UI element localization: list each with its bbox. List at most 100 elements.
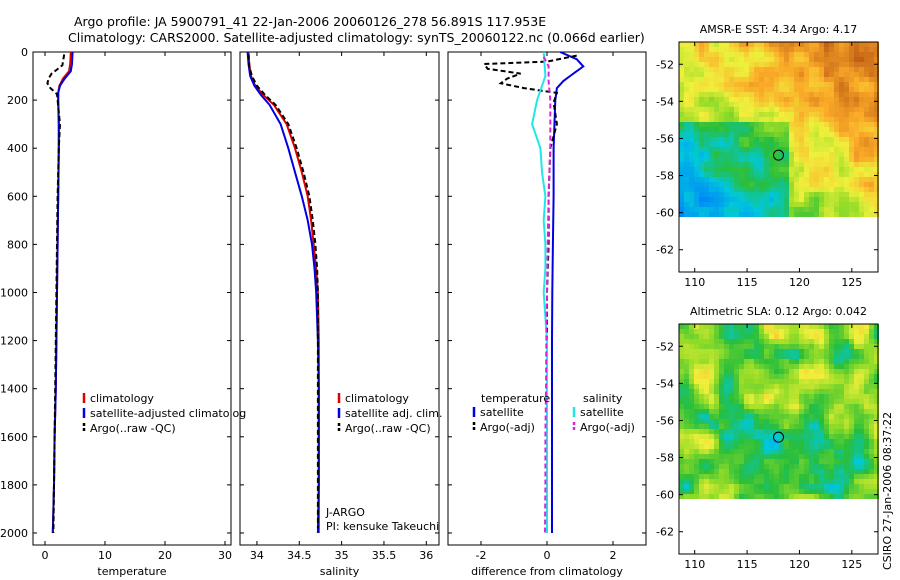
sst_map-cell: [719, 112, 724, 117]
sst_map-cell: [724, 112, 729, 117]
sst_map-cell: [854, 112, 859, 117]
sla_map-cell: [759, 394, 764, 399]
sla_map-cell: [844, 394, 849, 399]
sla_map-cell: [784, 324, 789, 329]
sla_map-cell: [784, 429, 789, 434]
sla_map-cell: [809, 389, 814, 394]
sst_map-cell: [829, 127, 834, 132]
sla_map-cell: [704, 419, 709, 424]
sla_map-cell: [819, 494, 824, 499]
sla_map-cell: [789, 419, 794, 424]
sst_map-cell: [784, 137, 789, 142]
sst_map-cell: [849, 207, 854, 212]
sla_map-cell: [704, 349, 709, 354]
sla_map-cell: [874, 489, 879, 494]
sst_map-cell: [824, 182, 829, 187]
sst_map-cell: [774, 212, 779, 217]
sla_map-cell: [744, 444, 749, 449]
sla_map-cell: [729, 434, 734, 439]
sla_map-cell: [749, 389, 754, 394]
sst_map-cell: [799, 87, 804, 92]
sst_map-cell: [829, 47, 834, 52]
sla_map-cell: [839, 429, 844, 434]
sla_map-cell: [819, 379, 824, 384]
sla_map-cell: [764, 409, 769, 414]
sst_map-cell: [874, 137, 879, 142]
sst_map-cell: [749, 52, 754, 57]
sla_map-cell: [714, 379, 719, 384]
sst_map-cell: [729, 112, 734, 117]
sst_map-cell: [859, 202, 864, 207]
sla_map-cell: [744, 344, 749, 349]
sst_map-cell: [774, 177, 779, 182]
sla_map-cell: [714, 334, 719, 339]
sla_map-cell: [794, 399, 799, 404]
sla_map-cell: [744, 454, 749, 459]
sla_map-cell: [814, 349, 819, 354]
sst_map-cell: [864, 172, 869, 177]
sst_map-cell: [684, 202, 689, 207]
sst_map-cell: [814, 197, 819, 202]
sst_map-cell: [709, 72, 714, 77]
sst_map-cell: [709, 42, 714, 47]
sla_map-cell: [749, 439, 754, 444]
sst_map-cell: [729, 157, 734, 162]
sla_map-cell: [754, 394, 759, 399]
sst_map-cell: [854, 197, 859, 202]
sla_map-cell: [839, 359, 844, 364]
sla_map-cell: [719, 494, 724, 499]
sst_map-cell: [844, 132, 849, 137]
sst_map-cell: [704, 52, 709, 57]
sla_map-cell: [734, 364, 739, 369]
sst_map-cell: [839, 197, 844, 202]
temperature-ytick-label: 400: [7, 142, 28, 155]
sla_map-cell: [814, 449, 819, 454]
sla_map-cell: [739, 439, 744, 444]
sla_map-cell: [779, 474, 784, 479]
sst_map-cell: [749, 82, 754, 87]
sst_map-cell: [824, 137, 829, 142]
sla_map-cell: [769, 439, 774, 444]
sla_map-cell: [764, 479, 769, 484]
sst_map-cell: [764, 182, 769, 187]
sst_map-cell: [709, 122, 714, 127]
sla_map-cell: [869, 334, 874, 339]
sla_map-cell: [854, 449, 859, 454]
sla_map-cell: [799, 474, 804, 479]
sla_map-cell: [754, 364, 759, 369]
sla_map-cell: [864, 484, 869, 489]
sst_map-cell: [764, 137, 769, 142]
sst_map-cell: [849, 117, 854, 122]
sst_map-cell: [704, 57, 709, 62]
sla_map-cell: [739, 434, 744, 439]
sla_map-cell: [859, 434, 864, 439]
sla_map-cell: [844, 344, 849, 349]
sla_map-cell: [759, 454, 764, 459]
sst_map-cell: [729, 147, 734, 152]
sst_map-cell: [689, 72, 694, 77]
sst_map-cell: [784, 47, 789, 52]
sst_map-cell: [824, 142, 829, 147]
sla_map-cell: [844, 409, 849, 414]
sst_map-cell: [744, 72, 749, 77]
sla_map-xtick-label: 115: [737, 558, 758, 571]
sst_map-cell: [779, 62, 784, 67]
sst_map-cell: [849, 147, 854, 152]
sst_map-cell: [714, 192, 719, 197]
sla_map-cell: [784, 449, 789, 454]
sla_map-cell: [714, 454, 719, 459]
sst_map-cell: [704, 92, 709, 97]
sla_map-cell: [759, 329, 764, 334]
sla_map-cell: [694, 399, 699, 404]
sla_map-cell: [764, 334, 769, 339]
sst_map-cell: [784, 97, 789, 102]
sla_map-cell: [844, 349, 849, 354]
sla_map-cell: [854, 489, 859, 494]
sla_map-cell: [839, 419, 844, 424]
difference-series-2: [531, 51, 548, 533]
sst_map-cell: [834, 57, 839, 62]
sst_map-cell: [754, 112, 759, 117]
sla_map-cell: [774, 434, 779, 439]
sst_map-cell: [804, 87, 809, 92]
sst_map-cell: [694, 107, 699, 112]
